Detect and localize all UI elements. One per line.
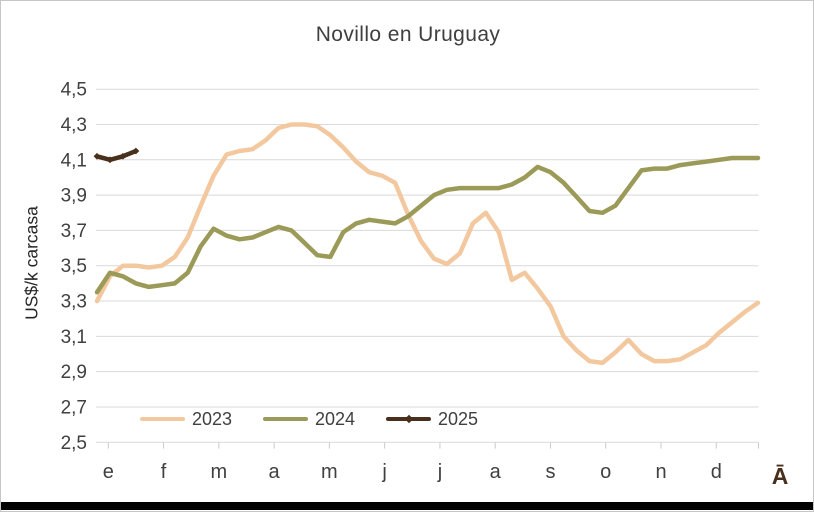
legend-item-2024: 2024: [263, 409, 355, 429]
legend-label-2023: 2023: [192, 408, 233, 429]
series-line-2023: [94, 122, 761, 366]
data-point-marker-2025: [132, 147, 140, 155]
data-point-marker-2025: [106, 156, 114, 164]
x-month-label: j: [381, 461, 386, 483]
y-tick-label: 4,5: [61, 80, 87, 101]
legend-label-2025: 2025: [438, 408, 479, 429]
y-tick-label: 3,7: [61, 221, 87, 242]
x-month-label: o: [600, 461, 611, 483]
y-tick-label: 3,1: [61, 327, 87, 348]
series-line-2025: [94, 148, 139, 163]
legend-swatch-2024: [263, 417, 308, 421]
legend-item-2023: 2023: [140, 409, 232, 429]
x-month-label: e: [103, 461, 114, 483]
legend-marker-diamond-icon: [404, 414, 413, 424]
y-tick-label: 3,5: [61, 256, 87, 277]
x-month-label: a: [269, 461, 281, 483]
y-tick-label: 4,3: [61, 115, 87, 136]
x-month-label: j: [437, 461, 442, 483]
chart-title: Novillo en Uruguay: [315, 23, 501, 46]
legend-swatch-2025: [386, 414, 431, 424]
x-month-label: m: [321, 461, 338, 483]
legend-label-2024: 2024: [315, 408, 356, 429]
data-point-marker-2025: [119, 152, 127, 160]
x-month-label: f: [161, 461, 167, 483]
data-point-marker-2025: [93, 152, 101, 160]
x-month-label: n: [655, 461, 666, 483]
series-line-2024: [94, 155, 761, 295]
x-month-label: s: [545, 461, 555, 483]
y-tick-label: 3,3: [61, 292, 87, 313]
y-tick-label: 2,9: [61, 362, 87, 383]
x-axis-extra-label: Ā: [772, 463, 789, 489]
x-month-label: a: [490, 461, 502, 483]
y-tick-label: 4,1: [61, 150, 87, 171]
legend-swatch-2023: [140, 417, 185, 421]
x-month-label: d: [711, 461, 722, 483]
legend-item-2025: 2025: [386, 409, 478, 429]
window-bottom-bar: [1, 502, 813, 510]
y-tick-label: 2,5: [61, 433, 87, 454]
y-tick-label: 3,9: [61, 186, 87, 207]
x-month-label: m: [211, 461, 228, 483]
y-tick-label: 2,7: [61, 397, 87, 418]
